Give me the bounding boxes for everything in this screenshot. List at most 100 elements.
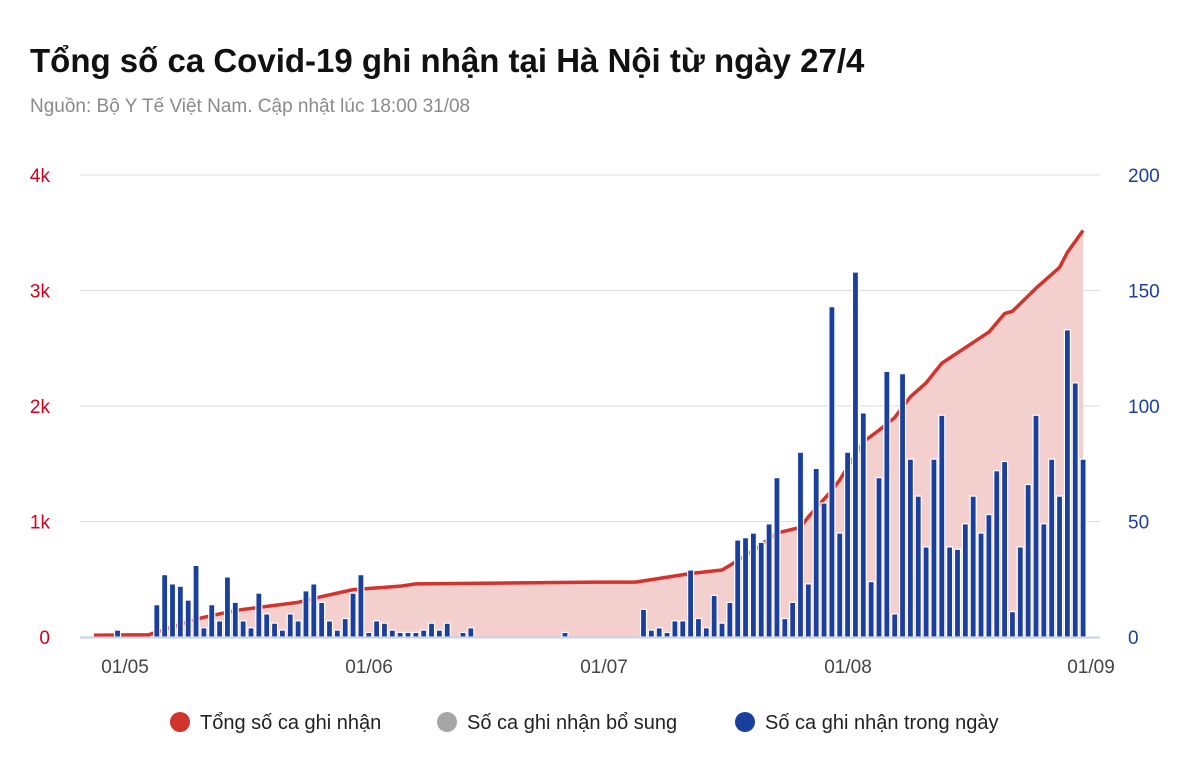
daily-cases-bar [333,629,341,638]
daily-cases-bar [223,576,232,638]
daily-cases-bar [1063,329,1072,638]
legend-item[interactable]: Số ca ghi nhận bổ sung [437,712,677,734]
daily-cases-bar [914,495,922,638]
daily-cases-bar [396,631,404,638]
daily-cases-bar [388,629,396,638]
daily-cases-bar [153,604,161,638]
daily-cases-bar [412,631,420,638]
chart-title: Tổng số ca Covid-19 ghi nhận tại Hà Nội … [30,42,865,79]
daily-cases-bar [443,622,451,638]
y-right-tick-label: 0 [1128,628,1139,649]
daily-cases-bar [365,631,373,638]
daily-cases-bar [867,580,875,638]
daily-cases-bar [278,629,286,638]
y-left-tick-label: 0 [39,628,50,649]
daily-cases-bar [883,370,891,638]
daily-cases-bar [906,458,915,638]
y-left-tick-label: 3k [30,282,51,303]
daily-cases-bar [1000,460,1009,638]
legend-label: Tổng số ca ghi nhận [200,712,381,734]
daily-cases-bar [200,627,208,638]
daily-cases-bar [836,532,844,638]
daily-cases-bar [993,470,1001,638]
daily-cases-bar [113,629,122,638]
daily-cases-bar [749,532,758,638]
daily-cases-bar [851,271,860,638]
total-cases-line [93,229,1085,638]
y-left-tick-label: 1k [30,513,51,534]
daily-cases-bar [373,620,381,638]
legend-swatch-icon [170,712,190,732]
daily-cases-bar [694,617,703,638]
daily-cases-bar [781,617,789,638]
daily-cases-bar [467,627,475,638]
daily-cases-bar [1055,495,1064,638]
daily-cases-bar [859,412,867,638]
daily-cases-bar [255,592,263,638]
legend-item[interactable]: Số ca ghi nhận trong ngày [735,712,999,734]
x-tick-label: 01/09 [1067,657,1115,678]
daily-cases-bar [1040,523,1048,638]
daily-cases-bar [985,513,993,638]
daily-cases-bar [459,631,467,638]
daily-cases-bar [639,608,648,638]
legend-swatch-icon [437,712,457,732]
x-tick-label: 01/06 [345,657,393,678]
daily-cases-bar [679,620,687,638]
daily-cases-bar [828,306,836,638]
legend-item[interactable]: Tổng số ca ghi nhận [170,712,381,734]
daily-cases-bar [726,601,734,638]
daily-cases-bar [969,495,977,638]
daily-cases-bar [757,541,765,638]
daily-cases-bar [318,601,326,638]
daily-cases-bar [1032,414,1040,638]
daily-cases-bar [1071,382,1079,638]
daily-cases-bar [686,569,695,638]
daily-cases-bar [710,594,718,638]
daily-cases-bar [922,546,930,638]
daily-cases-bar [977,532,985,638]
daily-cases-bar [734,539,742,638]
daily-cases-bar [718,622,726,638]
y-left-tick-label: 4k [30,166,51,187]
daily-cases-bar [357,574,365,638]
daily-cases-bar [938,414,946,638]
daily-cases-bar [898,373,907,638]
daily-cases-bar [420,629,428,638]
x-tick-label: 01/08 [824,657,872,678]
daily-cases-bar [247,627,255,638]
y-left-tick-label: 2k [30,397,51,418]
daily-cases-bar [1024,483,1032,638]
daily-cases-bar [294,620,302,638]
daily-cases-bar [1048,458,1056,638]
legend-swatch-icon [735,712,755,732]
daily-cases-bar [208,604,216,638]
daily-cases-bar [176,585,184,638]
daily-cases-bar [1016,546,1024,638]
daily-cases-bar [161,574,169,638]
daily-cases-bar [930,458,938,638]
y-right-tick-label: 50 [1128,513,1149,534]
daily-cases-bar [946,546,954,638]
daily-cases-bar [773,477,781,638]
daily-cases-bar [310,583,318,638]
daily-cases-bar [953,548,962,638]
y-right-tick-label: 100 [1128,397,1160,418]
daily-cases-bar [302,590,310,638]
daily-cases-bar [804,583,812,638]
daily-cases-bar [1079,458,1087,638]
daily-cases-bar [427,622,436,638]
daily-cases-bar [843,451,852,638]
daily-cases-bar [216,620,224,638]
daily-cases-bar [655,627,663,638]
daily-cases-bar [184,599,192,638]
daily-cases-bar [820,502,828,638]
legend-label: Số ca ghi nhận trong ngày [765,712,999,734]
daily-cases-bar [702,627,710,638]
total-cases-area [94,230,1084,637]
daily-cases-bar [663,631,671,638]
daily-cases-bar [168,583,177,638]
daily-cases-bar [875,477,883,638]
